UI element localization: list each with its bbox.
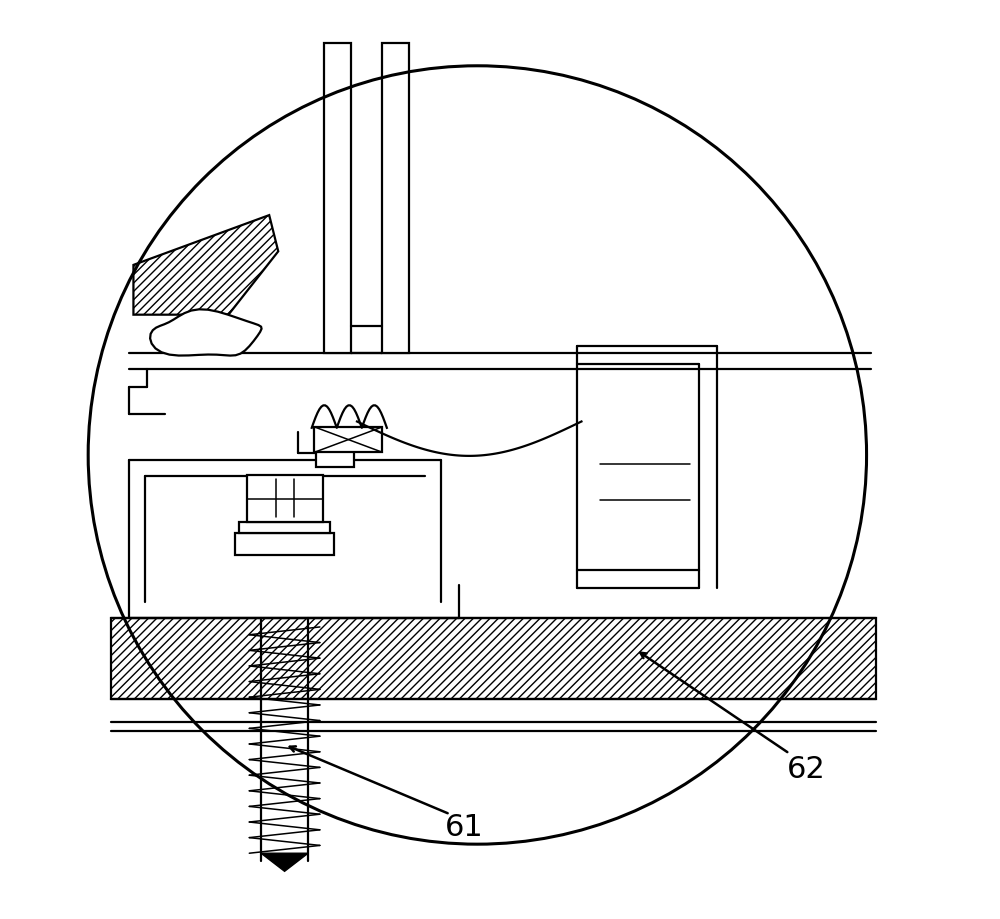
Polygon shape [150,310,262,356]
Bar [316,432,354,467]
Bar [382,43,409,353]
Polygon shape [261,853,308,871]
Bar [324,43,351,353]
Bar [235,533,334,555]
Polygon shape [133,215,278,314]
Text: 62: 62 [787,754,825,784]
Bar [111,618,876,699]
Bar [247,475,323,522]
Text: 61: 61 [444,813,483,843]
Bar [314,427,382,452]
Bar [239,522,330,533]
